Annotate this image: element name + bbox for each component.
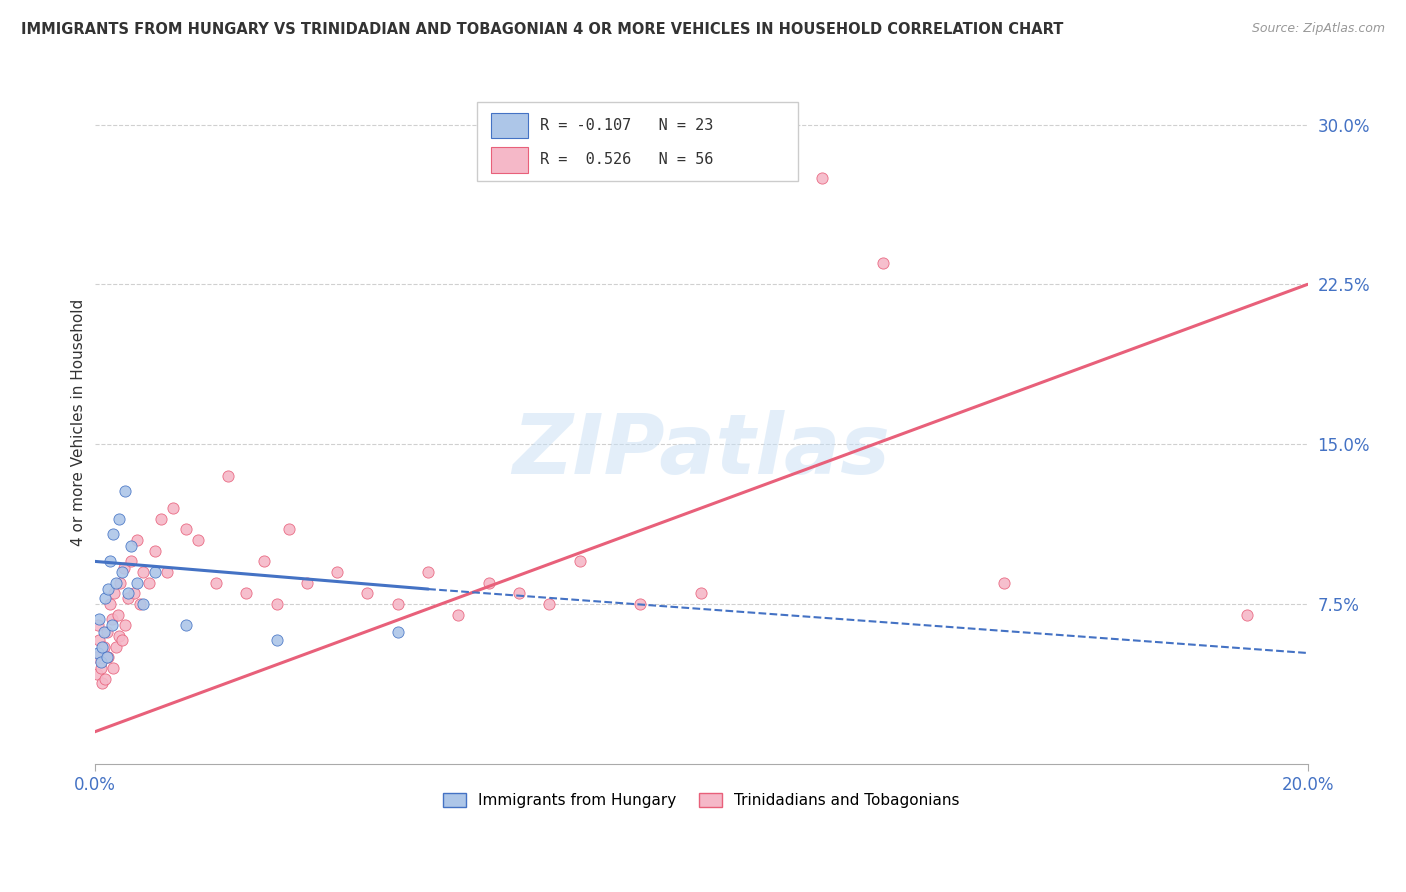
Point (100, 618, 122, 632)
Point (120, 540, 142, 554)
Point (129, 597, 152, 611)
Point (114, 618, 136, 632)
Point (96, 624, 118, 639)
Point (112, 561, 135, 575)
Point (103, 586, 125, 600)
Point (87, 618, 110, 632)
Point (90, 661, 112, 675)
Text: IMMIGRANTS FROM HUNGARY VS TRINIDADIAN AND TOBAGONIAN 4 OR MORE VEHICLES IN HOUS: IMMIGRANTS FROM HUNGARY VS TRINIDADIAN A… (21, 22, 1063, 37)
Point (108, 629, 131, 643)
Text: R =  0.526   N = 56: R = 0.526 N = 56 (540, 153, 713, 167)
Point (94, 672, 117, 686)
Bar (491, 112, 527, 138)
Point (174, 618, 197, 632)
Point (993, 575, 1015, 590)
Bar (491, 146, 527, 172)
Point (132, 565, 155, 579)
Point (117, 586, 139, 600)
Point (107, 607, 129, 622)
Point (90, 655, 112, 669)
Point (187, 533, 209, 547)
Point (98, 597, 121, 611)
Y-axis label: 4 or more Vehicles in Household: 4 or more Vehicles in Household (72, 299, 86, 547)
Point (138, 575, 160, 590)
Point (1236, 607, 1258, 622)
Point (108, 512, 131, 526)
Point (277, 523, 299, 537)
Point (156, 565, 179, 579)
Point (94, 591, 117, 605)
Point (150, 512, 173, 526)
Point (418, 565, 440, 579)
Point (96, 650, 118, 665)
Point (174, 523, 197, 537)
Point (387, 624, 409, 639)
Point (93, 640, 115, 654)
Point (447, 607, 470, 622)
Point (117, 591, 139, 605)
Point (125, 533, 148, 547)
Point (89, 612, 111, 626)
Point (326, 565, 349, 579)
Point (266, 597, 288, 611)
Point (690, 586, 713, 600)
Point (125, 575, 148, 590)
Text: Source: ZipAtlas.com: Source: ZipAtlas.com (1251, 22, 1385, 36)
Point (101, 526, 124, 541)
Point (111, 565, 134, 579)
Point (235, 586, 257, 600)
Point (97, 650, 120, 665)
Point (86, 646, 108, 660)
Point (93, 624, 115, 639)
Legend: Immigrants from Hungary, Trinidadians and Tobagonians: Immigrants from Hungary, Trinidadians an… (436, 787, 966, 814)
Point (89, 633, 111, 648)
Point (568, 554, 591, 568)
Point (114, 484, 136, 499)
Point (162, 501, 184, 516)
Point (253, 554, 276, 568)
Point (97, 582, 120, 596)
Point (143, 543, 166, 558)
Point (143, 565, 166, 579)
Point (86, 667, 108, 681)
Point (122, 586, 145, 600)
Point (108, 575, 131, 590)
Point (811, 170, 834, 185)
Point (84, 650, 107, 665)
Point (104, 575, 127, 590)
Text: ZIPatlas: ZIPatlas (512, 409, 890, 491)
Point (111, 633, 134, 648)
Point (98, 554, 121, 568)
Point (387, 597, 409, 611)
Point (217, 469, 239, 483)
Point (101, 661, 124, 675)
Point (90, 676, 112, 690)
Point (104, 640, 127, 654)
Point (356, 586, 378, 600)
Text: R = -0.107   N = 23: R = -0.107 N = 23 (540, 118, 713, 133)
Point (100, 612, 122, 626)
Point (628, 597, 651, 611)
Point (266, 633, 288, 648)
Point (132, 597, 155, 611)
Point (90, 640, 112, 654)
Point (538, 597, 561, 611)
Point (295, 575, 318, 590)
Point (478, 575, 501, 590)
Bar (477, 103, 799, 181)
Point (508, 586, 530, 600)
Point (205, 575, 228, 590)
Point (872, 256, 894, 270)
Point (120, 554, 142, 568)
